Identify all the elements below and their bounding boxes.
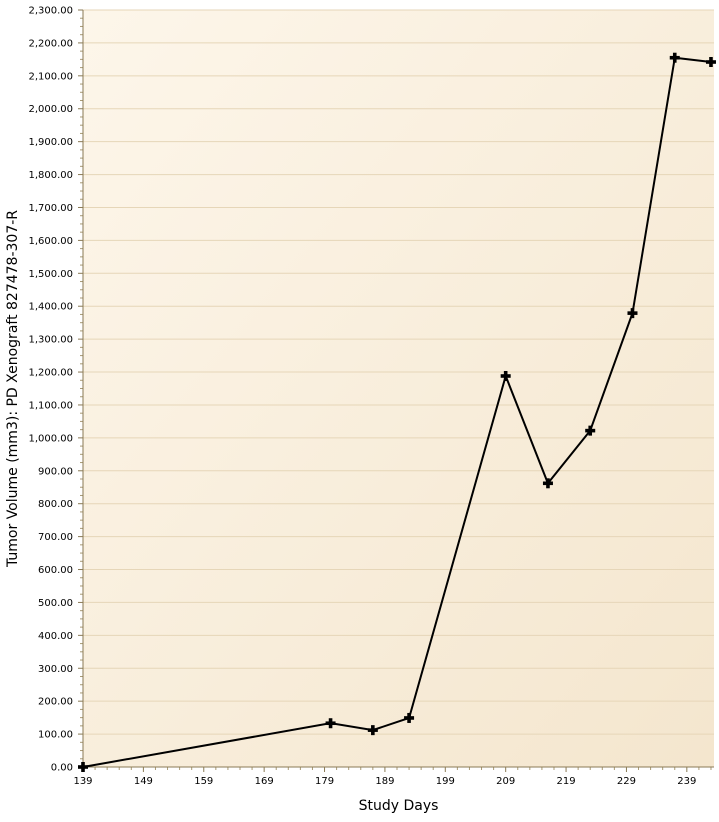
data-point-marker bbox=[367, 725, 378, 736]
series-line bbox=[82, 56, 712, 768]
y-tick-label: 1,200.00 bbox=[28, 368, 73, 379]
x-axis-title: Study Days bbox=[359, 798, 439, 814]
x-tick-label: 139 bbox=[73, 776, 92, 787]
x-tick-label: 219 bbox=[557, 776, 576, 787]
y-tick-label: 0.00 bbox=[51, 763, 73, 774]
x-tick-label: 159 bbox=[194, 776, 213, 787]
gridlines bbox=[83, 9, 714, 735]
x-tick-label: 189 bbox=[375, 776, 394, 787]
series-layer bbox=[78, 52, 716, 772]
y-tick-label: 500.00 bbox=[38, 598, 73, 609]
y-tick-label: 1,600.00 bbox=[28, 236, 73, 247]
y-tick-label: 1,100.00 bbox=[28, 400, 73, 411]
y-tick-label: 100.00 bbox=[38, 730, 73, 741]
y-tick-label: 200.00 bbox=[38, 697, 73, 708]
x-tick-label: 229 bbox=[617, 776, 636, 787]
y-tick-label: 2,300.00 bbox=[28, 6, 73, 17]
y-tick-label: 2,000.00 bbox=[28, 104, 73, 115]
y-tick-label: 400.00 bbox=[38, 631, 73, 642]
y-tick-label: 1,700.00 bbox=[28, 203, 73, 214]
y-tick-label: 700.00 bbox=[38, 532, 73, 543]
y-tick-label: 800.00 bbox=[38, 499, 73, 510]
x-tick-label: 209 bbox=[496, 776, 515, 787]
x-tick-label: 169 bbox=[255, 776, 274, 787]
y-tick-label: 1,900.00 bbox=[28, 137, 73, 148]
y-tick-label: 1,400.00 bbox=[28, 302, 73, 313]
x-tick-label: 149 bbox=[134, 776, 153, 787]
data-point-marker bbox=[78, 762, 88, 772]
y-axis-title: Tumor Volume (mm3): PD Xenograft 827478-… bbox=[5, 210, 21, 568]
plot-area bbox=[83, 10, 714, 767]
y-tick-label: 2,100.00 bbox=[28, 71, 73, 82]
x-tick-label: 179 bbox=[315, 776, 334, 787]
data-point-marker bbox=[669, 52, 680, 63]
y-tick-label: 1,300.00 bbox=[28, 335, 73, 346]
y-tick-label: 2,200.00 bbox=[28, 38, 73, 49]
x-tick-label: 199 bbox=[436, 776, 455, 787]
data-point-marker bbox=[627, 308, 638, 319]
data-point-marker bbox=[585, 425, 596, 436]
data-point-marker bbox=[404, 712, 415, 723]
y-tick-label: 600.00 bbox=[38, 565, 73, 576]
y-tick-label: 1,500.00 bbox=[28, 269, 73, 280]
y-tick-label: 900.00 bbox=[38, 466, 73, 477]
y-tick-label: 1,800.00 bbox=[28, 170, 73, 181]
axes: 0.00 100.00 200.00 300.00 400.00 500.00 600.00… bbox=[28, 6, 714, 787]
data-point-marker bbox=[500, 370, 511, 381]
data-point-marker bbox=[325, 718, 336, 729]
x-tick-label: 239 bbox=[677, 776, 696, 787]
data-point-marker bbox=[542, 478, 553, 489]
y-tick-label: 1,000.00 bbox=[28, 433, 73, 444]
y-tick-label: 300.00 bbox=[38, 664, 73, 675]
data-point-marker bbox=[705, 57, 716, 68]
